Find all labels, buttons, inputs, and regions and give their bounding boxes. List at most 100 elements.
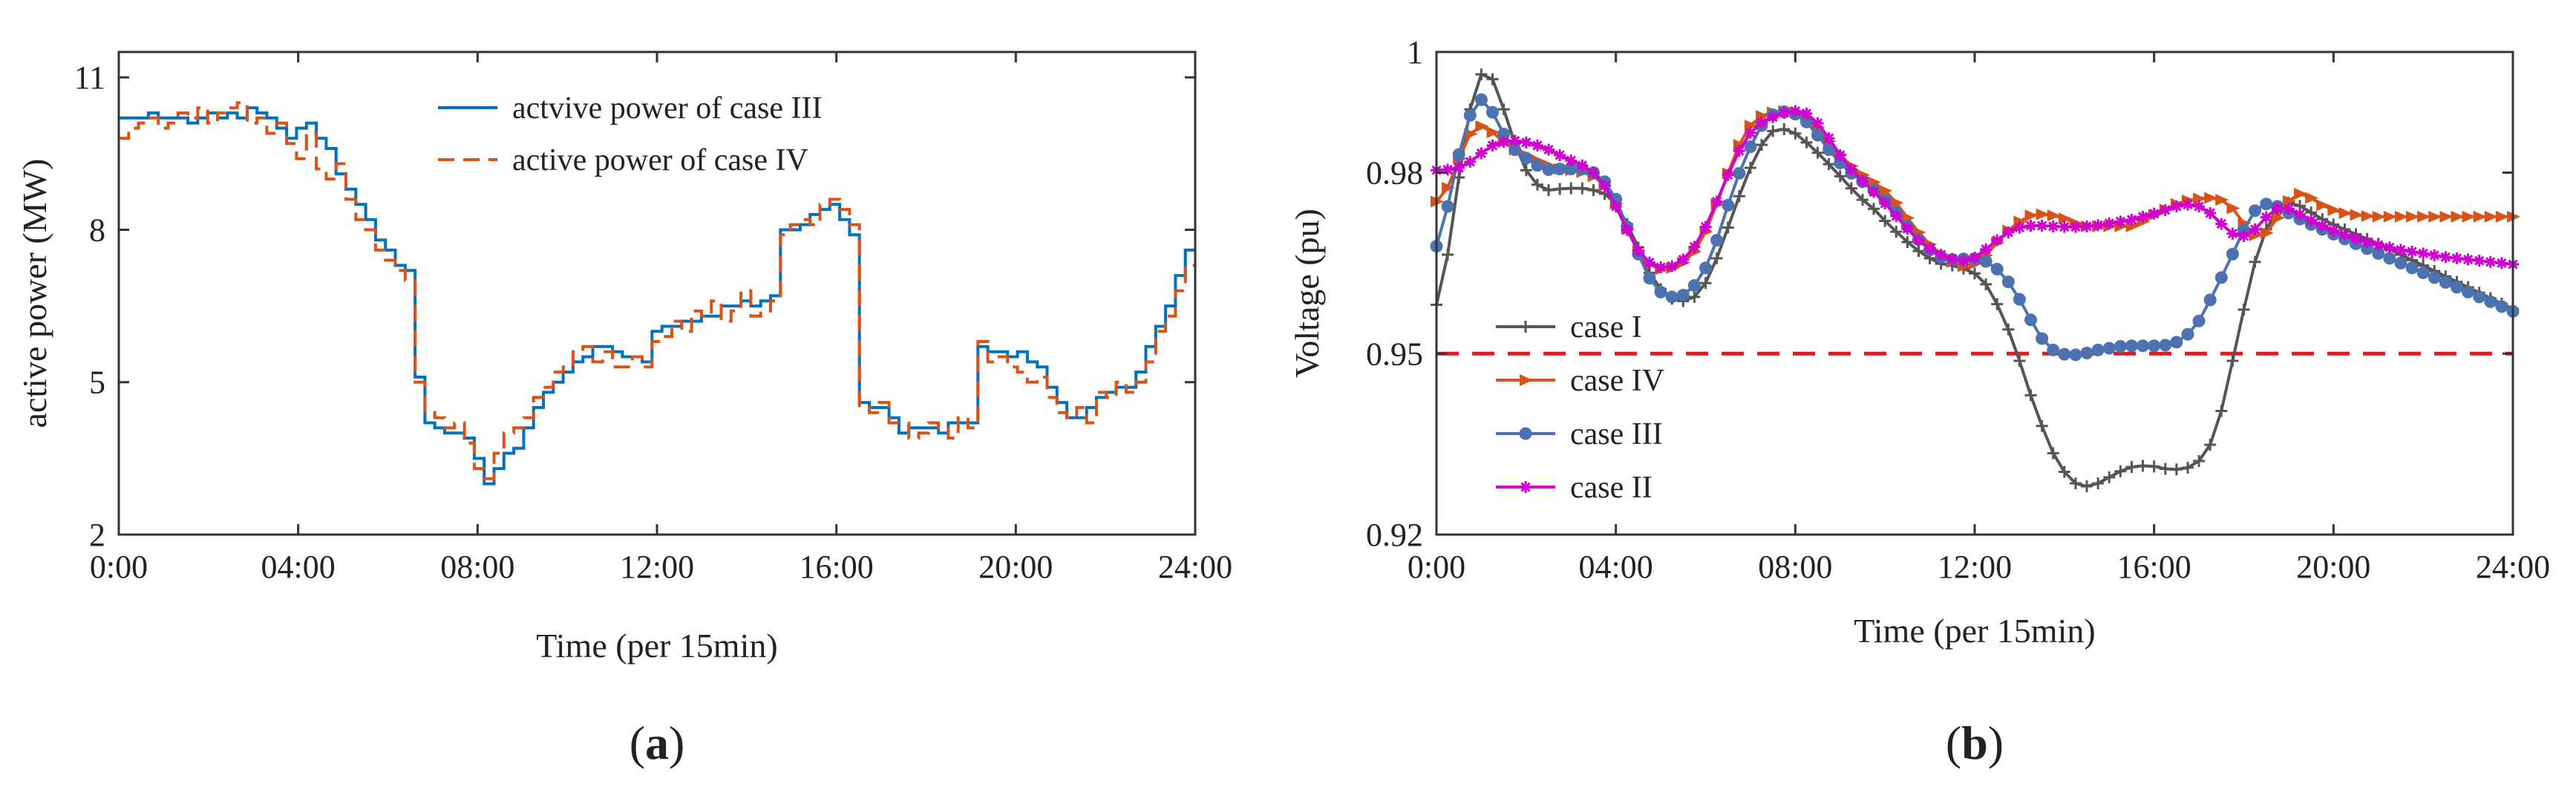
series-2-point [2080, 346, 2093, 359]
series-0-point [2069, 477, 2082, 489]
series-2-point [2428, 271, 2441, 284]
series-3-point [2249, 223, 2261, 235]
series-1-point [2417, 210, 2431, 223]
series-2-point [2069, 348, 2082, 362]
y-tick-label: 11 [74, 59, 105, 96]
series-2-point [2001, 275, 2015, 289]
series-3-point [2036, 220, 2048, 232]
series-2-point [2473, 290, 2486, 304]
series-2-point [2260, 197, 2273, 211]
series-1-point [2473, 210, 2487, 223]
series-3-point [1722, 169, 1734, 181]
series-3-point [1508, 134, 1521, 147]
y-tick-label: 1 [1407, 34, 1423, 71]
series-3-point [2204, 206, 2217, 219]
series-0-point [2058, 466, 2070, 478]
series-2-point [2226, 247, 2239, 261]
series-1-point [2226, 202, 2240, 215]
series-2-point [1744, 140, 1757, 154]
series-1-point [2260, 226, 2274, 239]
series-2-point [2102, 342, 2116, 355]
series-1-point [2462, 210, 2476, 223]
series-1-point [2361, 210, 2375, 222]
series-3-point [1531, 139, 1543, 151]
series-3-point [1576, 159, 1589, 172]
series-1-point [2495, 210, 2509, 223]
series-3-point [2338, 229, 2351, 241]
series-2-point [1990, 263, 2004, 275]
y-tick-label: 2 [89, 517, 105, 553]
series-0-point [2193, 454, 2206, 467]
series-3-point [2002, 226, 2015, 238]
series-3-point [1778, 107, 1791, 120]
series-0-point [2148, 460, 2160, 473]
series-3-point [2092, 219, 2105, 232]
series-3-point [2350, 232, 2362, 245]
series-0-point [1733, 190, 1745, 203]
series-2-point [2148, 339, 2161, 353]
series-0-point [1497, 103, 1510, 116]
series-3-point [1520, 136, 1532, 148]
series-3-point [2159, 203, 2171, 216]
series-3-point [2394, 244, 2407, 256]
series-0-point [1845, 182, 1857, 195]
series-3-point [2417, 247, 2430, 260]
series-3-point [2181, 198, 2194, 211]
series-3-point [1756, 117, 1768, 129]
series-3-point [2137, 210, 2149, 223]
series-1-point [2271, 212, 2285, 224]
series-1-point [1744, 120, 1758, 132]
series-2-point [1542, 163, 1555, 176]
series-3-point [1497, 136, 1510, 148]
series-3-point [1486, 139, 1499, 151]
x-tick-label: 0:00 [90, 549, 148, 585]
series-3-point [1442, 163, 1454, 176]
series-2-point [1474, 93, 1488, 106]
series-0-point [2249, 255, 2261, 268]
series-2-point [1811, 128, 1825, 142]
series-3-point [1632, 244, 1644, 257]
series-2-point [1654, 285, 1667, 298]
series-2-point [1722, 198, 1735, 212]
series-1-point [2327, 203, 2341, 216]
y-tick-label: 0.92 [1366, 517, 1423, 553]
series-2-point [2405, 261, 2419, 275]
series-0-point [1834, 170, 1846, 183]
series-2-point [1452, 148, 1465, 161]
chart-a-legend: actvive power of case III active power of… [438, 91, 822, 177]
series-2-point [2394, 256, 2407, 270]
series-3-point [2170, 200, 2183, 212]
series-1-point [2383, 210, 2397, 223]
series-3-point [1935, 249, 1947, 261]
series-3-point [1733, 145, 1745, 157]
legend-label-0: actvive power of case III [512, 91, 822, 125]
series-1-point [2036, 208, 2050, 221]
series-1-point [1442, 181, 1456, 194]
legend-label-1: active power of case IV [512, 143, 808, 177]
series-0-point [1879, 215, 1892, 227]
legend-marker-0 [1520, 321, 1531, 333]
x-tick-label: 12:00 [620, 549, 694, 585]
series-0-point [1744, 162, 1756, 174]
panel-label-b: (b) [1946, 716, 2004, 769]
series-1-point [2484, 210, 2498, 223]
series-3-point [1923, 242, 1936, 255]
series-0-point [1778, 123, 1791, 135]
series-0-point [1856, 194, 1869, 206]
series-2-point [2024, 313, 2038, 327]
series-1-point [2193, 192, 2207, 205]
series-0-point [1554, 183, 1566, 195]
series-3-point [2237, 229, 2250, 242]
series-3-point [2462, 253, 2474, 266]
series-0-point [1722, 221, 1734, 234]
series-1-point [1879, 184, 1893, 197]
series-3-point [1879, 197, 1892, 209]
series-3-point [2406, 245, 2419, 258]
series-0-point [2237, 303, 2250, 316]
x-tick-label: 04:00 [1579, 549, 1653, 585]
series-0-point [1576, 182, 1589, 195]
chart-a-series-layer [119, 101, 1195, 486]
series-1-point [2338, 206, 2353, 219]
series-0-point [1901, 235, 1914, 248]
series-2-point [2137, 339, 2150, 353]
